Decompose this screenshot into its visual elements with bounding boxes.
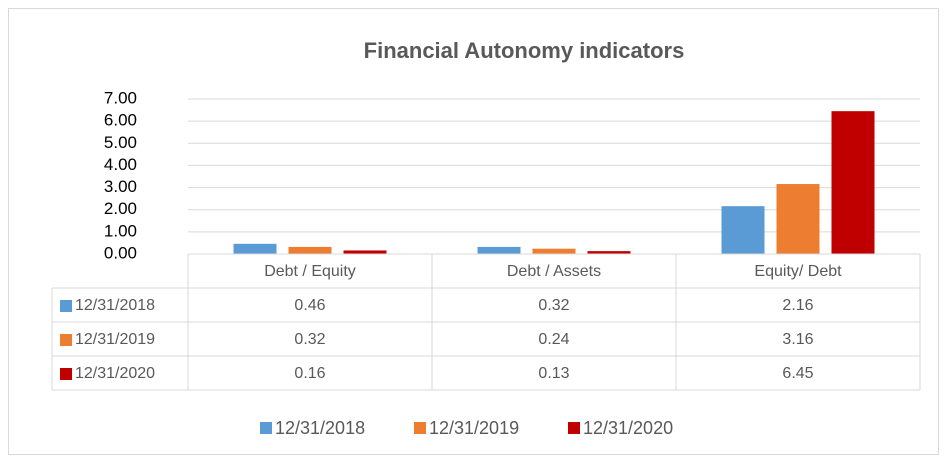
table-cell: 0.46 — [294, 297, 325, 314]
y-tick-label: 3.00 — [104, 177, 137, 196]
bar — [233, 243, 277, 254]
x-tick-label: Debt / Assets — [507, 263, 601, 280]
legend-label: 12/31/2019 — [429, 418, 519, 438]
table-cell: 0.32 — [294, 331, 325, 348]
legend-label: 12/31/2020 — [583, 418, 673, 438]
table-legend-key — [60, 334, 72, 346]
table-cell: 0.24 — [538, 331, 569, 348]
legend-key — [260, 422, 272, 434]
y-tick-label: 1.00 — [104, 221, 137, 240]
chart-title: Financial Autonomy indicators — [364, 38, 685, 63]
table-cell: 2.16 — [782, 297, 813, 314]
bar — [343, 250, 387, 254]
x-tick-label: Equity/ Debt — [754, 263, 842, 280]
table-cell: 0.32 — [538, 297, 569, 314]
table-cell: 3.16 — [782, 331, 813, 348]
bar — [532, 248, 576, 254]
table-legend-key — [60, 368, 72, 380]
table-cell: 0.16 — [294, 365, 325, 382]
y-tick-label: 4.00 — [104, 155, 137, 174]
bar — [831, 111, 875, 254]
bar — [288, 246, 332, 254]
table-cell: 6.45 — [782, 365, 813, 382]
legend-key — [414, 422, 426, 434]
table-row-label: 12/31/2020 — [75, 365, 155, 382]
bar — [477, 246, 521, 254]
y-tick-label: 6.00 — [104, 111, 137, 130]
bar — [721, 206, 765, 254]
table-row-label: 12/31/2018 — [75, 297, 155, 314]
table-row-label: 12/31/2019 — [75, 331, 155, 348]
y-tick-label: 7.00 — [104, 88, 137, 107]
table-cell: 0.13 — [538, 365, 569, 382]
y-tick-label: 5.00 — [104, 133, 137, 152]
bar — [776, 184, 820, 254]
y-tick-label: 0.00 — [104, 243, 137, 262]
y-tick-label: 2.00 — [104, 199, 137, 218]
table-legend-key — [60, 300, 72, 312]
x-tick-label: Debt / Equity — [264, 263, 356, 280]
legend-label: 12/31/2018 — [275, 418, 365, 438]
bar — [587, 251, 631, 254]
legend-key — [568, 422, 580, 434]
